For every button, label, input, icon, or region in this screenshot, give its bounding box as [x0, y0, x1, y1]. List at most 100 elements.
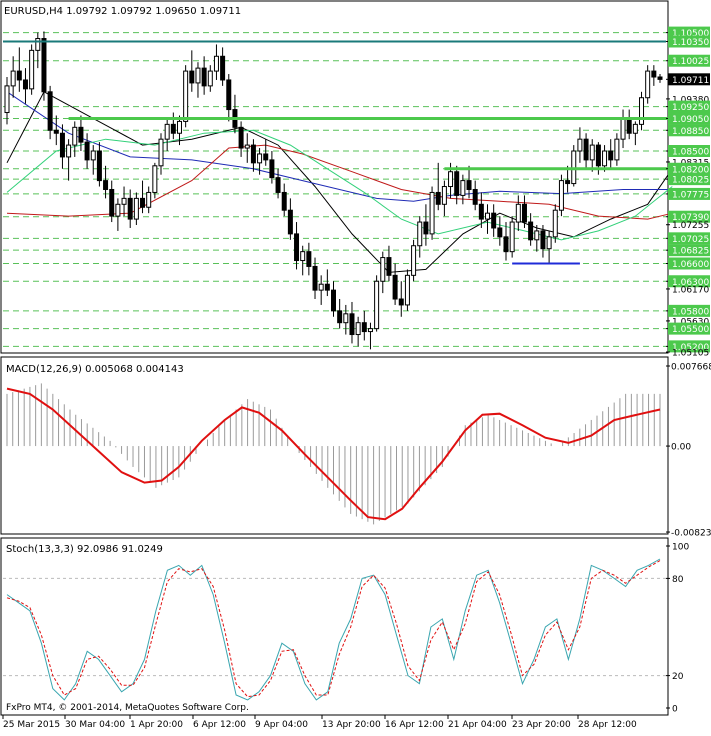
price-tick-label: 1.08025 — [672, 176, 709, 186]
candle — [337, 299, 343, 329]
candle-body-down — [109, 188, 115, 217]
candle — [423, 204, 429, 246]
price-tick-label: 1.09050 — [672, 115, 709, 125]
macd-tick-label: 0.00 — [671, 443, 691, 453]
candle-body-down — [337, 310, 343, 324]
time-tick-label: 16 Apr 12:00 — [385, 720, 444, 730]
price-tick: 1.06300 — [666, 275, 710, 288]
price-tick-label: 1.05200 — [672, 343, 709, 353]
price-tick: 1.07025 — [666, 232, 710, 245]
price-tick: 1.07775 — [666, 187, 710, 200]
candle-body-down — [53, 129, 59, 134]
candle-body-down — [47, 91, 53, 131]
price-levels — [3, 40, 673, 265]
candle — [392, 263, 398, 305]
candle-body-down — [657, 76, 663, 80]
candle-body-down — [331, 289, 336, 312]
candle-body-down — [59, 132, 65, 158]
candle — [41, 31, 47, 101]
candle — [72, 121, 78, 157]
price-label-box — [668, 244, 710, 257]
candle-body-down — [78, 126, 84, 143]
candle-body-down — [16, 70, 22, 81]
candle-body-up — [417, 221, 423, 247]
candle-body-up — [195, 67, 201, 84]
candle — [152, 162, 158, 199]
candle — [435, 162, 441, 211]
candle-body-up — [645, 70, 651, 99]
candle — [657, 74, 663, 83]
candle — [287, 198, 293, 240]
candle-body-down — [361, 322, 367, 333]
candle — [398, 281, 404, 317]
candle — [324, 269, 330, 297]
candle — [441, 180, 447, 217]
candle — [485, 204, 491, 234]
price-tick: 1.08850 — [666, 124, 710, 137]
price-tick-label: 1.05500 — [672, 325, 709, 335]
candle — [651, 65, 657, 86]
price-tick: 1.08500 — [666, 145, 710, 158]
candlesticks — [4, 31, 663, 350]
candle-body-up — [515, 203, 521, 223]
candle-body-up — [485, 212, 491, 220]
price-label-box — [668, 173, 710, 186]
price-tick: 1.05500 — [666, 322, 710, 335]
candle-body-down — [238, 126, 244, 149]
candle — [176, 115, 182, 146]
candle — [429, 186, 435, 240]
candle-body-up — [460, 180, 466, 196]
candle — [355, 316, 361, 347]
candle-body-up — [441, 186, 447, 205]
price-tick-label: 1.05105 — [672, 349, 709, 359]
candle — [515, 195, 521, 231]
candle-body-down — [521, 203, 527, 223]
time-tick-label: 28 Apr 12:00 — [578, 720, 637, 730]
candle — [146, 186, 152, 214]
price-tick: 1.09250 — [666, 100, 710, 113]
price-tick-label: 1.07025 — [672, 235, 709, 245]
candle — [472, 180, 478, 211]
candle-body-down — [454, 171, 460, 196]
price-label-box — [668, 162, 710, 175]
candle-body-down — [540, 230, 546, 250]
candle-body-down — [294, 233, 300, 262]
candle-body-up — [72, 126, 78, 146]
candle — [281, 183, 287, 217]
candle-body-up — [589, 144, 595, 161]
candle — [614, 133, 620, 166]
candle — [66, 139, 72, 181]
candle — [417, 216, 423, 258]
price-tick-label: 1.10025 — [672, 57, 709, 67]
candle-body-up — [577, 138, 583, 152]
candle-body-up — [133, 197, 139, 220]
candle-body-up — [632, 123, 638, 134]
candle-body-up — [343, 313, 349, 324]
candle — [244, 133, 250, 163]
price-tick: 1.06170 — [666, 285, 709, 295]
candle — [10, 56, 16, 98]
candle-body-up — [355, 322, 361, 336]
candle-body-down — [565, 180, 571, 185]
price-tick: 1.06825 — [666, 244, 710, 257]
candle — [386, 245, 392, 282]
candle — [577, 127, 583, 163]
candle-body-up — [404, 274, 410, 306]
candle-body-down — [127, 197, 133, 220]
candle-body-up — [558, 180, 564, 211]
candle-body-up — [121, 197, 127, 205]
price-tick-label: 1.07775 — [672, 190, 709, 200]
candle-body-up — [158, 138, 164, 167]
candle — [312, 257, 318, 300]
price-tick-label: 1.06600 — [672, 260, 709, 270]
candle — [127, 189, 133, 228]
time-axis: 25 Mar 2015 30 Mar 04:00 1 Apr 20:00 6 Apr … — [2, 715, 637, 730]
candle — [645, 65, 651, 104]
candle-body-down — [472, 188, 478, 205]
price-tick: 1.07255 — [666, 221, 709, 231]
price-tick: 1.10025 — [666, 54, 710, 67]
price-label-box — [668, 112, 710, 125]
candle-body-up — [183, 70, 189, 122]
